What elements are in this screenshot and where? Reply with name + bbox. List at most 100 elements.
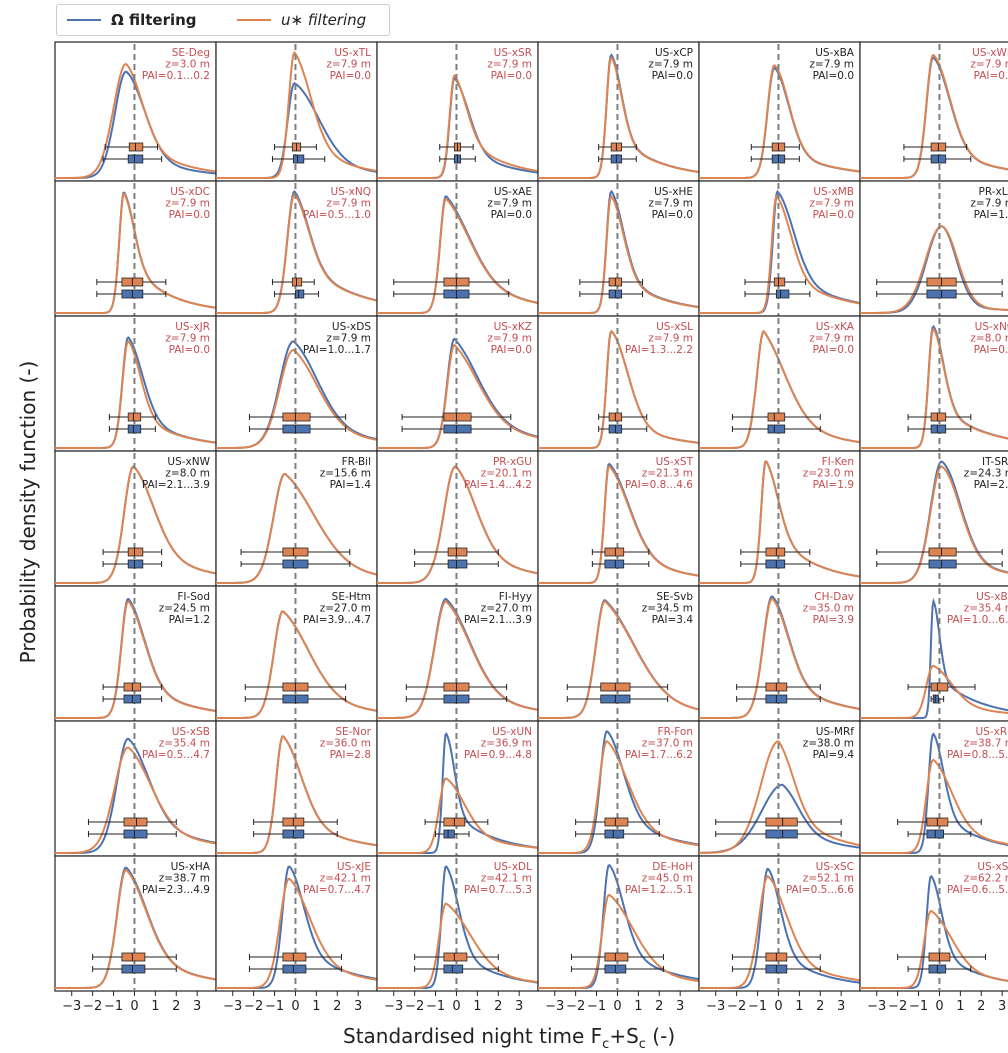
density-curve-ustar <box>216 877 377 989</box>
height-label: z=3.0 m <box>165 59 210 71</box>
boxplot-ustar <box>897 817 982 827</box>
boxplot-omega <box>579 289 644 299</box>
x-axis-label-unit: (-) <box>645 1024 676 1048</box>
pai-label: PAI=0.0 <box>652 209 693 221</box>
pai-label: PAI=0.6...5.6 <box>947 884 1008 896</box>
pai-label: PAI=0.0 <box>491 344 532 356</box>
pai-label: PAI=0.5...6.6 <box>786 884 854 896</box>
boxplot-omega <box>598 154 637 164</box>
boxplot-omega <box>108 424 156 434</box>
boxplot-omega <box>744 289 811 299</box>
height-label: z=45.0 m <box>642 873 693 885</box>
x-tick-label: −1 <box>104 999 123 1014</box>
x-tick-label: −2 <box>727 999 746 1014</box>
site-label: US-xST <box>656 456 694 468</box>
boxplot-ustar <box>903 142 968 152</box>
pai-label: PAI=1.2...5.1 <box>625 884 693 896</box>
boxplot-omega <box>907 424 972 434</box>
boxplot-ustar <box>96 277 167 287</box>
site-label: US-xNQ <box>331 186 371 198</box>
box-iqr <box>282 952 307 962</box>
density-curve-ustar <box>55 600 216 719</box>
x-tick-label: 0 <box>452 999 460 1014</box>
pai-label: PAI=3.9...4.7 <box>303 614 371 626</box>
box-iqr <box>765 559 786 569</box>
density-curve-ustar <box>538 893 699 989</box>
height-label: z=7.9 m <box>326 198 371 210</box>
density-curve-ustar <box>699 875 860 989</box>
pai-label: PAI=1.9 <box>813 479 854 491</box>
boxplot-omega <box>876 289 1003 299</box>
density-curve-ustar <box>860 758 1008 854</box>
density-curve-ustar <box>860 327 1008 449</box>
legend-label-omega: Ω filtering <box>111 11 197 29</box>
pai-label: PAI=2.1...3.9 <box>142 479 210 491</box>
boxplot-ustar <box>401 412 512 422</box>
box-iqr <box>282 412 311 422</box>
site-label: US-xUN <box>492 726 532 738</box>
height-label: z=7.9 m <box>487 198 532 210</box>
density-curve-ustar <box>216 610 377 719</box>
site-label: SE-Svb <box>656 591 693 603</box>
site-label: US-xSE <box>977 861 1008 873</box>
box-iqr <box>291 277 303 287</box>
pai-label: PAI=2.3...4.9 <box>142 884 210 896</box>
x-tick-label: 3 <box>676 999 684 1014</box>
pai-label: PAI=0.0 <box>813 344 854 356</box>
density-curve-ustar <box>860 465 1008 584</box>
site-label: US-xBA <box>815 47 855 59</box>
box-iqr <box>443 424 472 434</box>
x-tick-label: −1 <box>748 999 767 1014</box>
boxplot-ustar <box>575 817 660 827</box>
boxplot-omega <box>570 964 664 974</box>
density-curve-ustar <box>538 600 699 719</box>
height-label: z=7.9 m <box>970 198 1008 210</box>
pai-label: PAI=0.1...0.2 <box>142 70 210 82</box>
density-curve-ustar <box>55 465 216 584</box>
density-curve-ustar <box>377 73 538 179</box>
boxplot-omega <box>439 154 476 164</box>
boxplot-ustar <box>744 277 807 287</box>
density-curve-ustar <box>55 746 216 854</box>
box-iqr <box>282 547 309 557</box>
height-label: z=42.1 m <box>481 873 532 885</box>
box-iqr <box>121 964 146 974</box>
height-label: z=7.9 m <box>809 59 854 71</box>
y-axis-label: Probability density function (-) <box>16 360 40 664</box>
height-label: z=24.5 m <box>159 603 210 615</box>
density-curve-ustar <box>377 902 538 989</box>
box-iqr <box>443 952 468 962</box>
site-label: CH-Dav <box>814 591 854 603</box>
density-curve-ustar <box>55 192 216 314</box>
x-tick-label: 1 <box>956 999 964 1014</box>
legend-label-ustar: u∗ filtering <box>281 11 367 29</box>
height-label: z=34.5 m <box>642 603 693 615</box>
site-label: US-xBR <box>976 591 1008 603</box>
boxplot-omega <box>715 829 842 839</box>
site-label: FI-Hyy <box>499 591 532 603</box>
boxplot-omega <box>907 829 972 839</box>
legend-item-ustar: u∗ filtering <box>237 11 366 29</box>
boxplot-omega <box>244 694 347 704</box>
boxplot-ustar <box>897 952 986 962</box>
x-tick-label: 1 <box>473 999 481 1014</box>
boxplot-omega <box>414 559 499 569</box>
site-label: FR-Fon <box>658 726 693 738</box>
height-label: z=7.9 m <box>165 198 210 210</box>
x-tick-label: −3 <box>62 999 81 1014</box>
